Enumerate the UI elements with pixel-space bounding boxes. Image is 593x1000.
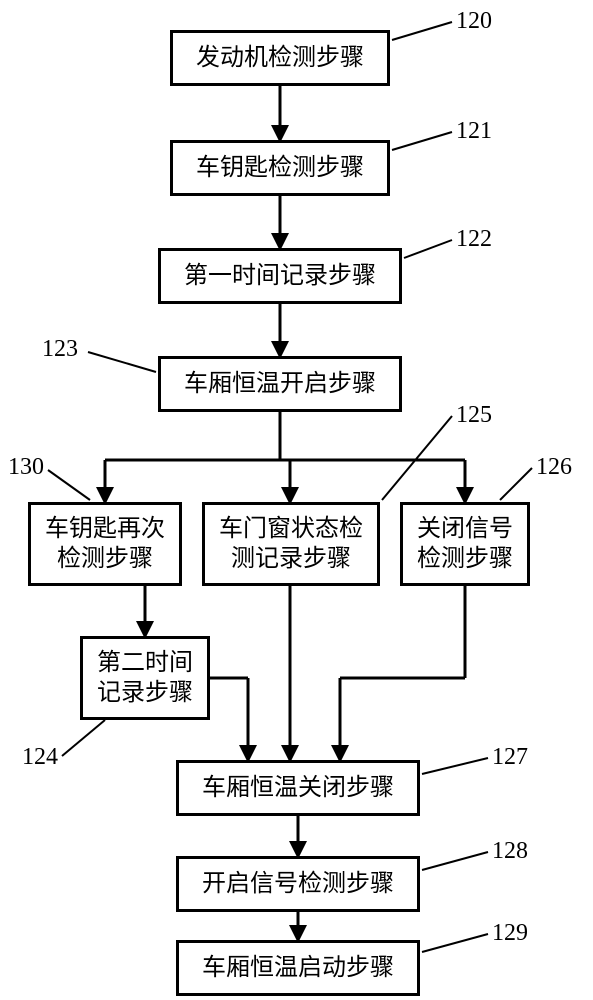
label-128: 128 xyxy=(492,838,528,865)
label-122: 122 xyxy=(456,226,492,253)
node-123: 车厢恒温开启步骤 xyxy=(158,356,402,412)
label-124: 124 xyxy=(22,744,58,771)
node-127: 车厢恒温关闭步骤 xyxy=(176,760,420,816)
node-124: 第二时间记录步骤 xyxy=(80,636,210,720)
node-126-text: 关闭信号检测步骤 xyxy=(417,514,513,574)
node-128-text: 开启信号检测步骤 xyxy=(202,869,394,899)
node-129-text: 车厢恒温启动步骤 xyxy=(202,953,394,983)
node-122-text: 第一时间记录步骤 xyxy=(184,261,376,291)
label-125: 125 xyxy=(456,402,492,429)
label-123: 123 xyxy=(42,336,78,363)
node-122: 第一时间记录步骤 xyxy=(158,248,402,304)
node-124-text: 第二时间记录步骤 xyxy=(97,648,193,708)
label-127: 127 xyxy=(492,744,528,771)
label-126: 126 xyxy=(536,454,572,481)
node-125-text: 车门窗状态检测记录步骤 xyxy=(219,514,363,574)
node-121: 车钥匙检测步骤 xyxy=(170,140,390,196)
node-129: 车厢恒温启动步骤 xyxy=(176,940,420,996)
node-120-text: 发动机检测步骤 xyxy=(196,43,364,73)
node-128: 开启信号检测步骤 xyxy=(176,856,420,912)
label-130: 130 xyxy=(8,454,44,481)
flowchart-canvas: 发动机检测步骤 车钥匙检测步骤 第一时间记录步骤 车厢恒温开启步骤 车钥匙再次检… xyxy=(0,0,593,1000)
label-120: 120 xyxy=(456,8,492,35)
node-125: 车门窗状态检测记录步骤 xyxy=(202,502,380,586)
node-126: 关闭信号检测步骤 xyxy=(400,502,530,586)
node-130-text: 车钥匙再次检测步骤 xyxy=(45,514,165,574)
node-123-text: 车厢恒温开启步骤 xyxy=(184,369,376,399)
label-121: 121 xyxy=(456,118,492,145)
node-120: 发动机检测步骤 xyxy=(170,30,390,86)
node-127-text: 车厢恒温关闭步骤 xyxy=(202,773,394,803)
label-129: 129 xyxy=(492,920,528,947)
node-130: 车钥匙再次检测步骤 xyxy=(28,502,182,586)
node-121-text: 车钥匙检测步骤 xyxy=(196,153,364,183)
